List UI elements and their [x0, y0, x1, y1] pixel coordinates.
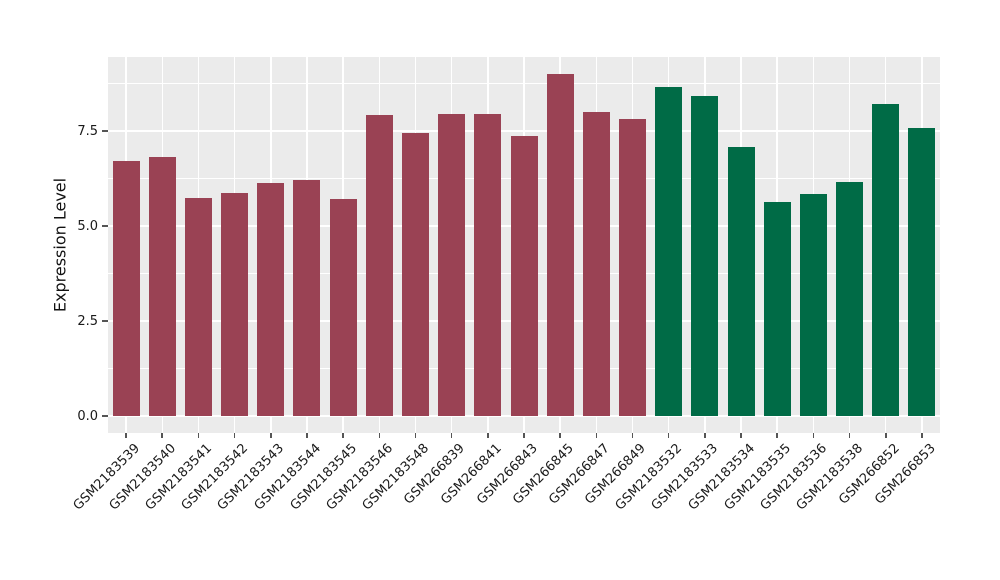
x-tick-mark: [595, 433, 598, 438]
bar-GSM2183546: [365, 115, 393, 416]
x-tick-mark: [740, 433, 742, 438]
x-tick-mark: [776, 433, 778, 438]
x-tick-mark: [342, 433, 344, 438]
x-tick-mark: [884, 433, 887, 438]
bar-GSM2183545: [329, 198, 357, 416]
bar-GSM266839: [438, 114, 466, 416]
x-tick-mark: [450, 433, 453, 438]
x-tick-mark: [812, 433, 815, 438]
bar-GSM2183535: [763, 202, 791, 416]
x-tick-mark: [161, 433, 164, 438]
bar-GSM266852: [872, 104, 900, 416]
y-tick-mark: [102, 130, 108, 132]
x-tick-mark: [523, 433, 525, 438]
bar-GSM266847: [582, 111, 610, 416]
y-tick-mark: [102, 225, 108, 227]
bar-GSM2183534: [727, 147, 755, 416]
y-tick-mark: [102, 415, 108, 417]
x-tick-mark: [921, 433, 923, 438]
y-tick-label: 2.5: [77, 313, 98, 329]
x-tick-mark: [233, 433, 236, 438]
bar-GSM2183539: [112, 160, 140, 416]
bar-GSM2183543: [257, 183, 285, 416]
x-tick-mark: [667, 433, 670, 438]
x-tick-mark: [378, 433, 381, 438]
x-tick-mark: [631, 433, 634, 438]
bar-GSM2183533: [691, 95, 719, 416]
x-tick-mark: [414, 433, 417, 438]
bar-GSM2183548: [401, 132, 429, 416]
bar-GSM2183541: [184, 197, 212, 416]
x-tick-mark: [197, 433, 200, 438]
x-tick-mark: [306, 433, 308, 438]
y-tick-mark: [102, 320, 108, 322]
plot-panel: [108, 57, 940, 433]
y-tick-label: 0.0: [77, 408, 98, 424]
x-tick-mark: [848, 433, 851, 438]
bar-GSM266843: [510, 135, 538, 416]
bar-GSM266853: [908, 128, 936, 416]
x-tick-mark: [269, 433, 272, 438]
bar-GSM2183542: [221, 192, 249, 416]
bar-GSM2183538: [836, 181, 864, 416]
bar-GSM2183536: [799, 193, 827, 416]
x-tick-mark: [125, 433, 127, 438]
y-tick-label: 7.5: [77, 123, 98, 139]
bar-GSM266849: [619, 119, 647, 416]
y-tick-label: 5.0: [77, 218, 98, 234]
bar-GSM2183540: [148, 156, 176, 416]
x-tick-mark: [559, 433, 561, 438]
bar-GSM266841: [474, 114, 502, 416]
bar-GSM266845: [546, 74, 574, 416]
x-tick-mark: [704, 433, 706, 438]
bar-GSM2183532: [655, 87, 683, 416]
bar-GSM2183544: [293, 180, 321, 416]
x-tick-mark: [487, 433, 489, 438]
y-axis-title: Expression Level: [50, 177, 70, 313]
